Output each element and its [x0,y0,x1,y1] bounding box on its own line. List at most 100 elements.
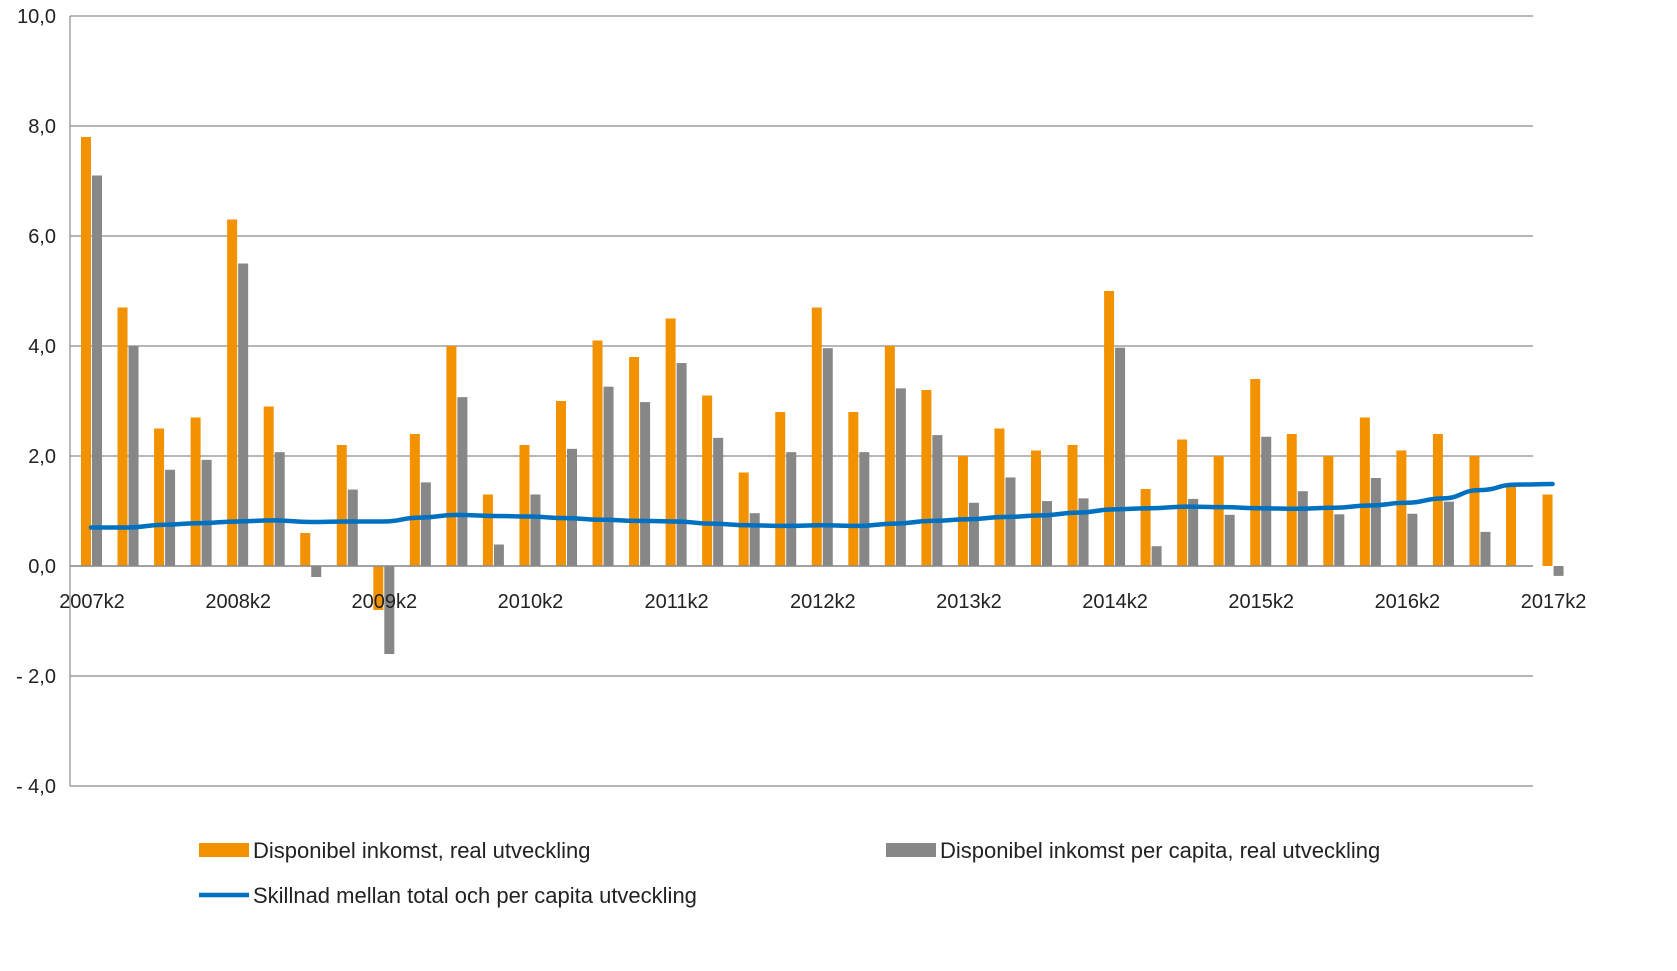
bar-real-income [556,401,566,566]
bar-per-capita-income [567,448,577,566]
legend-label: Disponibel inkomst, real utveckling [253,838,591,863]
x-tick-label: 2016k2 [1375,591,1441,613]
bar-real-income [446,346,457,566]
bar-real-income [409,434,420,566]
bar-real-income [1542,494,1553,566]
y-tick-label: - 2,0 [16,666,56,688]
bar-real-income [1359,417,1370,566]
bar-per-capita-income [457,397,468,566]
legend-item-real-income: Disponibel inkomst, real utveckling [199,838,591,863]
y-tick-label: 0,0 [28,556,56,578]
bar-real-income [1104,291,1115,566]
bar-per-capita-income [1005,477,1016,566]
bar-real-income [1506,483,1516,566]
bar-real-income [227,219,238,566]
bar-real-income [1213,456,1224,566]
bar-per-capita-income [640,402,651,566]
bar-per-capita-income [603,386,614,566]
bar-per-capita-income [530,494,541,566]
bar-per-capita-income [1115,347,1126,566]
bar-per-capita-income [1443,501,1454,566]
legend: Disponibel inkomst, real utveckling Dispo… [199,838,1380,908]
bar-per-capita-income [1042,501,1052,566]
bar-per-capita-income [347,489,358,566]
line-difference-total-per-capita [88,481,1555,530]
legend-item-difference: Skillnad mellan total och per capita utv… [199,883,697,908]
x-tick-label: 2007k2 [59,591,125,613]
bar-per-capita-income [1151,546,1162,566]
legend-swatch [886,843,936,857]
axes: 10,0 8,0 6,0 4,0 2,0 0,0 - 2,0 - 4,0 2007k2 2008k… [16,6,1586,798]
bar-per-capita-income [1188,498,1199,566]
x-tick-label: 2012k2 [790,591,856,613]
bar-real-income [665,318,676,566]
bar-per-capita-income [1407,513,1418,566]
bar-real-income [117,307,128,566]
bar-real-income [1286,434,1297,566]
bar-per-capita-income [786,452,797,566]
bar-real-income [1250,379,1261,566]
bar-per-capita-income [1224,514,1235,566]
y-tick-label: 8,0 [28,116,56,138]
bar-per-capita-income [238,263,249,566]
bar-real-income [81,137,91,566]
bar-real-income [848,412,859,566]
bar-real-income [1469,456,1480,566]
line-series [88,481,1555,530]
bar-per-capita-income [92,175,102,566]
bar-per-capita-income [311,566,322,577]
y-tick-label: - 4,0 [16,776,56,798]
bar-real-income [811,307,822,566]
bar-real-income [336,445,347,566]
bar-real-income [702,395,713,566]
bar-real-income [482,494,493,566]
x-tick-label: 2011k2 [645,591,709,613]
gridlines [70,15,1533,787]
bar-per-capita-income [165,469,176,566]
bar-real-income [1396,450,1407,566]
x-tick-label: 2009k2 [351,591,417,613]
bar-real-income [957,456,968,566]
x-tick-label: 2013k2 [936,591,1002,613]
bar-real-income [154,428,165,566]
y-tick-label: 2,0 [28,446,56,468]
legend-swatch [199,843,249,857]
bar-per-capita-income [1370,478,1381,566]
bar-real-income [629,357,640,566]
x-tick-label: 2017k2 [1521,591,1587,613]
bar-per-capita-income [420,482,431,566]
bar-real-income [1323,456,1334,566]
legend-label: Skillnad mellan total och per capita utv… [253,883,697,908]
bar-per-capita-income [384,566,395,654]
bar-real-income [884,346,895,566]
bar-per-capita-income [895,388,906,566]
bar-real-income [190,417,201,566]
bar-per-capita-income [822,348,833,566]
bar-real-income [373,566,384,610]
bar-real-income [263,406,274,566]
x-tick-label: 2014k2 [1082,591,1148,613]
bar-per-capita-income [676,363,687,566]
bar-real-income [1067,445,1078,566]
bar-real-income [592,340,603,566]
bar-real-income [300,533,311,566]
bar-per-capita-income [1261,436,1272,566]
x-tick-label: 2010k2 [498,591,564,613]
bar-per-capita-income [274,452,285,566]
bar-per-capita-income [713,437,724,566]
bar-per-capita-income [201,459,212,566]
bar-per-capita-income [1480,531,1491,566]
bar-per-capita-income [128,346,139,566]
bar-real-income [1031,450,1041,566]
legend-item-per-capita: Disponibel inkomst per capita, real utve… [886,838,1380,863]
bar-real-income [921,390,932,566]
bar-real-income [738,472,749,566]
bar-series [81,137,1564,654]
bar-per-capita-income [968,502,979,566]
bar-per-capita-income [932,435,943,566]
bar-per-capita-income [1553,566,1564,576]
bar-real-income [1177,439,1188,566]
bar-real-income [994,428,1005,566]
